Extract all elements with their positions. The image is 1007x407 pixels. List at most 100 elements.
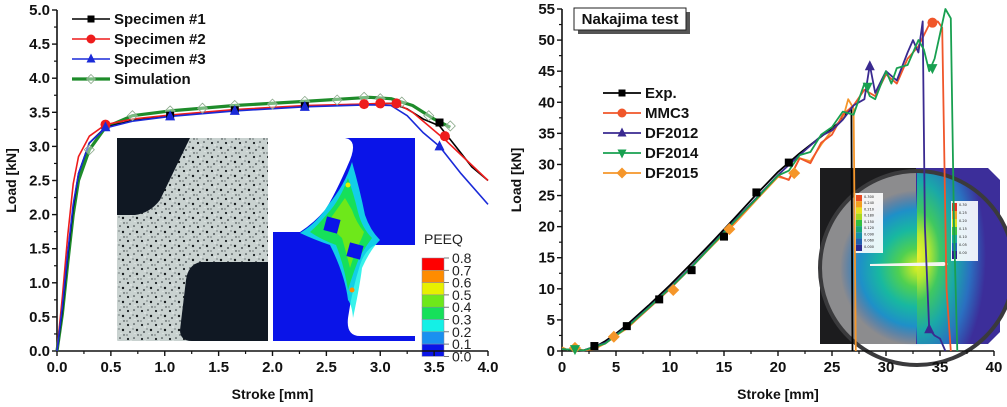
data-point-df2015 — [667, 284, 680, 297]
y-tick-label: 25 — [538, 188, 555, 205]
colorbar-label: 0.00 — [959, 251, 967, 255]
fea-peeq-contour — [273, 138, 415, 341]
data-point-df2012 — [864, 60, 875, 71]
data-point-df2015 — [607, 330, 620, 343]
colorbar-segment — [856, 201, 862, 208]
x-tick-label: 5 — [612, 359, 620, 376]
data-point-specimen-2 — [375, 98, 386, 109]
data-point-simulation — [423, 110, 435, 122]
colorbar-segment — [421, 306, 445, 320]
colorbar-label: 0.1 — [452, 336, 472, 352]
x-axis-title: Stroke [mm] — [737, 386, 819, 402]
x-tick-label: 35 — [932, 359, 949, 376]
dic-specimen-image — [117, 138, 268, 341]
y-tick-label: 50 — [538, 32, 555, 49]
colorbar-label: 0.240 — [864, 201, 874, 205]
data-point-df2015 — [723, 223, 736, 236]
colorbar-label: 0.2 — [452, 324, 472, 340]
data-point-specimen-3 — [100, 121, 111, 132]
y-tick-label: 35 — [538, 125, 555, 142]
colorbar-label: 0.7 — [452, 262, 472, 278]
right-chart: 0 5 10 15 20 25 30 35 40 0 5 10 15 20 25 30 35 40 45 50 55 St… — [508, 1, 1002, 402]
legend-marker — [618, 89, 626, 97]
x-tick-label: 20 — [770, 359, 787, 376]
legend: Exp. MMC3 DF2012 DF2014 DF2015 — [603, 85, 699, 182]
data-point-exp- — [655, 295, 664, 304]
x-tick-label: 0.5 — [100, 359, 121, 376]
colorbar-label: 0.090 — [864, 232, 874, 236]
x-tick-label: 3.0 — [370, 359, 391, 376]
x-tick-label: 25 — [824, 359, 841, 376]
legend-marker — [617, 108, 627, 118]
series-line-df2015 — [561, 98, 857, 352]
chart-title: Nakajima test — [582, 11, 679, 28]
colorbar-label: 0.8 — [452, 250, 472, 266]
data-point-mmc3 — [927, 17, 938, 28]
colorbar-segment — [856, 244, 862, 251]
colorbar-segment — [856, 195, 862, 202]
y-tick-label: 45 — [538, 63, 555, 80]
x-tick-label: 2.5 — [316, 359, 337, 376]
colorbar-label: 0.210 — [864, 207, 874, 211]
colorbar-label: 0.6 — [452, 275, 472, 291]
y-axis-title: Load [kN] — [508, 148, 524, 213]
legend-label: Specimen #3 — [114, 51, 206, 68]
legend-label: Specimen #1 — [114, 11, 206, 28]
y-tick-label: 30 — [538, 156, 555, 173]
y-tick-label: 10 — [538, 281, 555, 298]
colorbar-label: 0.20 — [959, 219, 967, 223]
data-point-df2015 — [788, 167, 801, 180]
nakajima-inset-image: 0.300 0.240 0.210 0.180 0.150 0.120 0.090 0.060… — [818, 168, 1007, 367]
colorbar-label: 0.5 — [452, 287, 472, 303]
colorbar-label: 0.180 — [864, 214, 874, 218]
colorbar-label: 0.0 — [452, 348, 472, 364]
data-point-simulation — [196, 102, 209, 114]
y-tick-label: 0.5 — [29, 309, 50, 326]
colorbar-segment — [421, 270, 445, 283]
x-tick-label: 2.0 — [262, 359, 283, 376]
legend-marker — [616, 167, 628, 179]
data-point-simulation — [331, 94, 343, 106]
x-tick-label: 1.5 — [208, 359, 229, 376]
peeq-colorbar: 0.80.70.60.50.40.30.20.10.0 — [421, 250, 472, 364]
colorbar-label: 0.30 — [959, 203, 967, 207]
colorbar-segment — [421, 331, 445, 345]
legend-label: DF2015 — [645, 165, 698, 182]
data-point-exp- — [590, 342, 599, 351]
data-point-specimen-3 — [165, 110, 176, 121]
colorbar-segment — [856, 226, 862, 233]
data-point-specimen-3 — [434, 140, 445, 151]
colorbar-segment — [421, 319, 445, 333]
y-tick-label: 4.0 — [29, 70, 50, 87]
colorbar-label: 0.25 — [959, 211, 967, 215]
left-chart: 0.0 0.5 1.0 1.5 2.0 2.5 3.0 3.5 4.0 0.0 0.5 1.0 1.5 2… — [3, 2, 498, 402]
colorbar-label: 0.05 — [959, 243, 967, 247]
x-tick-label: 0 — [558, 359, 566, 376]
colorbar-segment — [856, 238, 862, 245]
data-point-df2014 — [569, 345, 580, 356]
colorbar-label: 0.10 — [959, 235, 967, 239]
legend-marker — [617, 127, 627, 137]
data-point-simulation — [444, 120, 456, 132]
colorbar-segment — [856, 207, 862, 214]
y-tick-label: 0 — [547, 343, 555, 360]
y-tick-label: 0.0 — [29, 343, 50, 360]
data-point-simulation — [83, 144, 95, 156]
data-point-exp- — [752, 188, 761, 197]
data-point-exp- — [687, 266, 696, 275]
legend-label: Specimen #2 — [114, 31, 206, 48]
y-tick-label: 4.5 — [29, 36, 50, 53]
y-tick-label: 20 — [538, 219, 555, 236]
x-tick-label: 1.0 — [154, 359, 175, 376]
data-point-df2014 — [862, 82, 873, 93]
legend-label: Exp. — [645, 85, 677, 102]
legend-marker — [86, 34, 96, 44]
nakajima-title-box: Nakajima test — [573, 7, 690, 34]
y-tick-label: 40 — [538, 94, 555, 111]
data-point-exp- — [622, 322, 631, 331]
data-point-specimen-2 — [359, 99, 370, 110]
x-axis-title: Stroke [mm] — [232, 386, 314, 402]
colorbar-segment — [856, 213, 862, 220]
x-tick-label: 10 — [662, 359, 679, 376]
